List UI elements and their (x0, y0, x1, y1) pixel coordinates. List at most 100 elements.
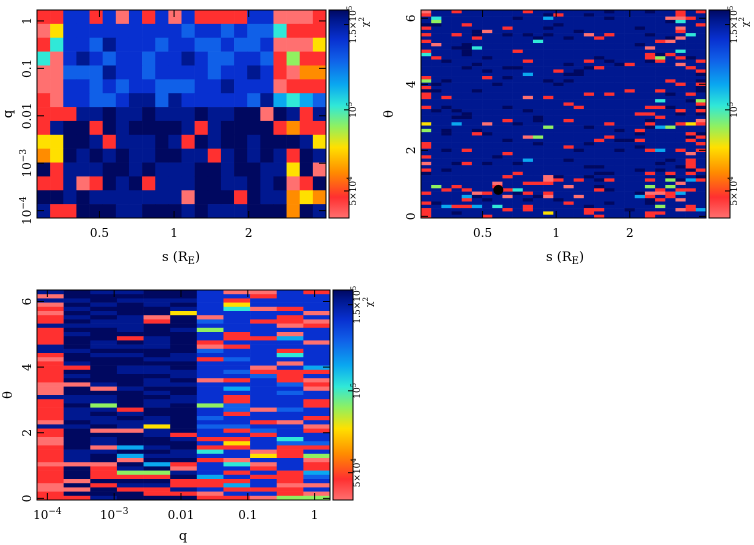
heatmap-cell (512, 109, 524, 113)
heatmap-cell (685, 194, 697, 199)
heatmap-cell (37, 437, 64, 442)
heatmap-cell (614, 145, 625, 149)
heatmap-cell (573, 208, 585, 212)
heatmap-cell (260, 107, 274, 122)
heatmap-cell (303, 306, 331, 312)
heatmap-cell (512, 158, 524, 163)
heatmap-cell (223, 311, 251, 316)
heatmap-cell (665, 102, 676, 107)
heatmap-cell (512, 56, 524, 60)
heatmap-cell (276, 348, 304, 354)
heatmap-cell (441, 59, 452, 64)
heatmap-cell (451, 175, 463, 179)
heatmap-cell (63, 327, 91, 333)
heatmap-cell (543, 16, 554, 21)
heatmap-cell (655, 109, 666, 113)
heatmap-cell (522, 109, 534, 113)
heatmap-cell (451, 49, 463, 54)
heatmap-cell (116, 462, 144, 467)
heatmap-cell (624, 19, 636, 24)
heatmap-cell (614, 26, 625, 31)
heatmap-cell (502, 208, 513, 212)
heatmap-cell (170, 323, 198, 329)
heatmap-cell (563, 66, 574, 70)
heatmap-cell (37, 374, 64, 379)
heatmap-cell (573, 175, 585, 179)
heatmap-cell (573, 43, 585, 47)
heatmap-cell (634, 13, 646, 17)
heatmap-cell (220, 10, 235, 25)
heatmap-cell (594, 62, 605, 67)
heatmap-cell (471, 23, 483, 27)
heatmap-cell (655, 125, 666, 130)
heatmap-cell (644, 148, 656, 153)
heatmap-cell (665, 214, 676, 219)
heatmap-cell (50, 148, 64, 163)
heatmap-cell (665, 128, 676, 133)
heatmap-cell (553, 66, 564, 70)
heatmap-cell (685, 13, 697, 17)
heatmap-cell (624, 151, 636, 156)
heatmap-cell (492, 161, 503, 166)
heatmap-cell (431, 89, 442, 93)
heatmap-cell (143, 458, 171, 463)
heatmap-cell (181, 176, 195, 191)
heatmap-cell (128, 37, 143, 52)
heatmap-cell (451, 62, 463, 67)
heatmap-cell (421, 95, 432, 100)
heatmap-cell (170, 319, 198, 324)
heatmap-cell (168, 190, 182, 205)
heatmap-cell (624, 23, 636, 27)
heatmap-cell (247, 37, 261, 52)
heatmap-cell (502, 66, 513, 70)
heatmap-cell (37, 395, 64, 400)
heatmap-cell (421, 69, 432, 74)
heatmap-cell (583, 148, 595, 153)
heatmap-cell (614, 69, 625, 74)
heatmap-cell (471, 56, 483, 60)
heatmap-cell (431, 118, 442, 123)
heatmap-cell (522, 92, 534, 97)
heatmap-cell (431, 188, 442, 192)
heatmap-cell (461, 198, 473, 202)
heatmap-cell (196, 462, 224, 467)
heatmap-cell (604, 69, 615, 74)
heatmap-cell (532, 214, 544, 219)
heatmap-cell (583, 109, 595, 113)
heatmap-cell (247, 51, 261, 66)
heatmap-cell (675, 175, 686, 179)
heatmap-cell (644, 36, 656, 41)
heatmap-cell (421, 92, 432, 97)
heatmap-cell (37, 190, 51, 205)
heatmap-cell (170, 374, 198, 379)
heatmap-cell (522, 16, 534, 21)
heatmap-cell (563, 62, 574, 67)
heatmap-cell (223, 353, 251, 358)
heatmap-cell (451, 33, 463, 37)
heatmap-cell (532, 89, 544, 93)
heatmap-cell (634, 211, 646, 215)
heatmap-cell (665, 92, 676, 97)
heatmap-cell (421, 76, 432, 80)
heatmap-cell (421, 188, 432, 192)
heatmap-cell (115, 37, 130, 52)
heatmap-cell (142, 162, 156, 177)
heatmap-cell (250, 407, 278, 413)
heatmap-cell (37, 323, 64, 329)
heatmap-cell (482, 39, 493, 44)
heatmap-cell (624, 43, 636, 47)
heatmap-cell (247, 120, 261, 136)
heatmap-cell (223, 395, 251, 400)
heatmap-cell (196, 323, 224, 329)
heatmap-cell (116, 466, 144, 471)
heatmap-cell (461, 155, 473, 159)
heatmap-cell (634, 39, 646, 44)
heatmap-cell (573, 122, 585, 126)
heatmap-cell (604, 23, 615, 27)
heatmap-cell (695, 102, 707, 107)
heatmap-cell (512, 69, 524, 74)
heatmap-cell (223, 445, 251, 450)
heatmap-cell (50, 79, 64, 94)
heatmap-cell (431, 178, 442, 182)
heatmap-cell (461, 79, 473, 83)
